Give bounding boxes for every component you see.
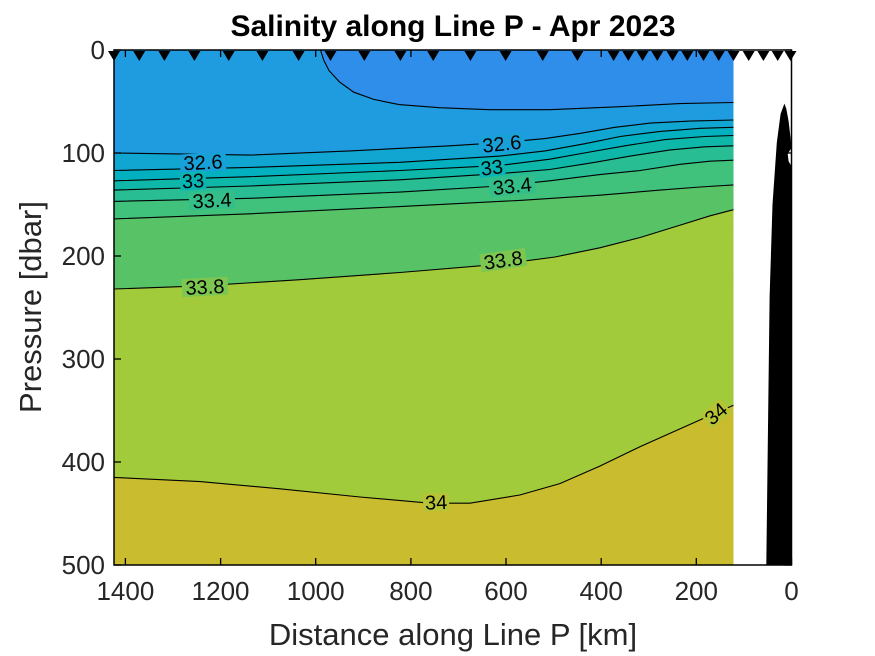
y-tick-label: 100: [62, 138, 105, 168]
contour-label-bg: [179, 171, 207, 191]
station-marker-icon: [158, 51, 171, 61]
contour-label-bg: [477, 156, 506, 178]
station-marker-icon: [784, 51, 797, 61]
station-marker-icon: [427, 51, 440, 61]
contour-label-group: 33.4: [188, 189, 236, 213]
x-tick-label: 1000: [287, 576, 345, 606]
band-below-34: [114, 405, 734, 565]
x-tick-label: 1200: [192, 576, 250, 606]
station-marker-icon: [133, 51, 146, 61]
contour-line-32.6: [113, 119, 734, 156]
station-marker-icon: [188, 51, 201, 61]
y-tick-label: 400: [62, 447, 105, 477]
contour-fill-bands: [114, 50, 734, 565]
station-marker-icon: [256, 51, 269, 61]
contour-line-33.6: [113, 184, 734, 220]
station-marker-icon: [757, 51, 770, 61]
contour-label: 33: [480, 156, 505, 181]
station-marker-icon: [324, 51, 337, 61]
y-tick-label: 200: [62, 241, 105, 271]
contour-line-33.8: [113, 209, 734, 290]
station-marker-icon: [636, 51, 649, 61]
contour-label-group: 34: [422, 492, 450, 515]
station-marker-icon: [464, 51, 477, 61]
x-tick-label: 0: [784, 576, 798, 606]
band-fresh-pocket: [320, 50, 734, 110]
contour-label: 32.6: [481, 132, 522, 158]
contour-label-bg: [188, 190, 236, 211]
station-marker-icon: [358, 51, 371, 61]
station-marker-icon: [394, 51, 407, 61]
station-marker-icon: [712, 51, 725, 61]
contour-label: 33.4: [192, 189, 232, 213]
station-marker-icon: [499, 51, 512, 61]
contour-label-group: 33.4: [488, 174, 537, 200]
station-marker-icon: [727, 51, 740, 61]
contour-label: 33.4: [492, 174, 533, 200]
x-tick-label: 1400: [96, 576, 154, 606]
contour-label-bg: [477, 132, 526, 156]
contour-label-bg: [181, 276, 229, 298]
x-tick-label: 600: [484, 576, 527, 606]
contour-label-group: 32.6: [477, 132, 526, 158]
contour-label-group: 33: [179, 170, 207, 193]
contour-label-bg: [488, 174, 537, 198]
chart-title: Salinity along Line P - Apr 2023: [230, 10, 675, 43]
station-marker-icon: [222, 51, 235, 61]
station-markers: [108, 51, 797, 61]
station-marker-icon: [697, 51, 710, 61]
bathymetry-shape: [766, 103, 792, 565]
contour-label-bg: [179, 152, 227, 173]
station-marker-icon: [771, 51, 784, 61]
bathymetry: [766, 103, 792, 565]
contour-label-bg: [422, 492, 450, 512]
contour-label: 34: [425, 492, 448, 515]
contour-label-group: 33: [477, 156, 506, 181]
contour-line-33.2: [113, 145, 734, 191]
contour-label-bg: [700, 398, 732, 429]
contour-line-32.8: [113, 126, 734, 172]
contour-line-32.4: [319, 49, 734, 111]
contour-label: 33.8: [483, 247, 525, 274]
station-marker-icon: [536, 51, 549, 61]
axes: 1400 1200 1000 800 600 400 200 0 0 100 200 300 400 50…: [62, 35, 799, 606]
station-marker-icon: [108, 51, 120, 61]
contour-lines: [113, 49, 734, 504]
y-tick-label: 0: [91, 35, 105, 65]
y-tick-label: 500: [62, 550, 105, 580]
contour-label: 33.8: [185, 276, 225, 300]
station-marker-icon: [607, 51, 620, 61]
station-marker-icon: [681, 51, 694, 61]
y-axis-label: Pressure [dbar]: [13, 201, 48, 413]
station-marker-icon: [292, 51, 305, 61]
x-tick-label: 400: [580, 576, 623, 606]
y-tick-label: 300: [62, 344, 105, 374]
station-marker-icon: [651, 51, 664, 61]
x-tick-label: 200: [675, 576, 718, 606]
contour-line-33: [113, 134, 734, 182]
contour-label-group: 33.8: [181, 276, 229, 300]
station-marker-icon: [571, 51, 584, 61]
contour-label: 33: [181, 170, 204, 193]
station-marker-icon: [742, 51, 755, 61]
contour-line-34: [113, 404, 734, 504]
contour-label-bg: [479, 247, 528, 273]
contour-line-33.4: [113, 159, 734, 202]
station-marker-icon: [622, 51, 635, 61]
x-axis-label: Distance along Line P [km]: [269, 617, 637, 652]
contour-label-group: 33.8: [479, 247, 528, 275]
axes-box: [113, 49, 793, 566]
x-tick-label: 800: [389, 576, 432, 606]
station-marker-icon: [666, 51, 679, 61]
